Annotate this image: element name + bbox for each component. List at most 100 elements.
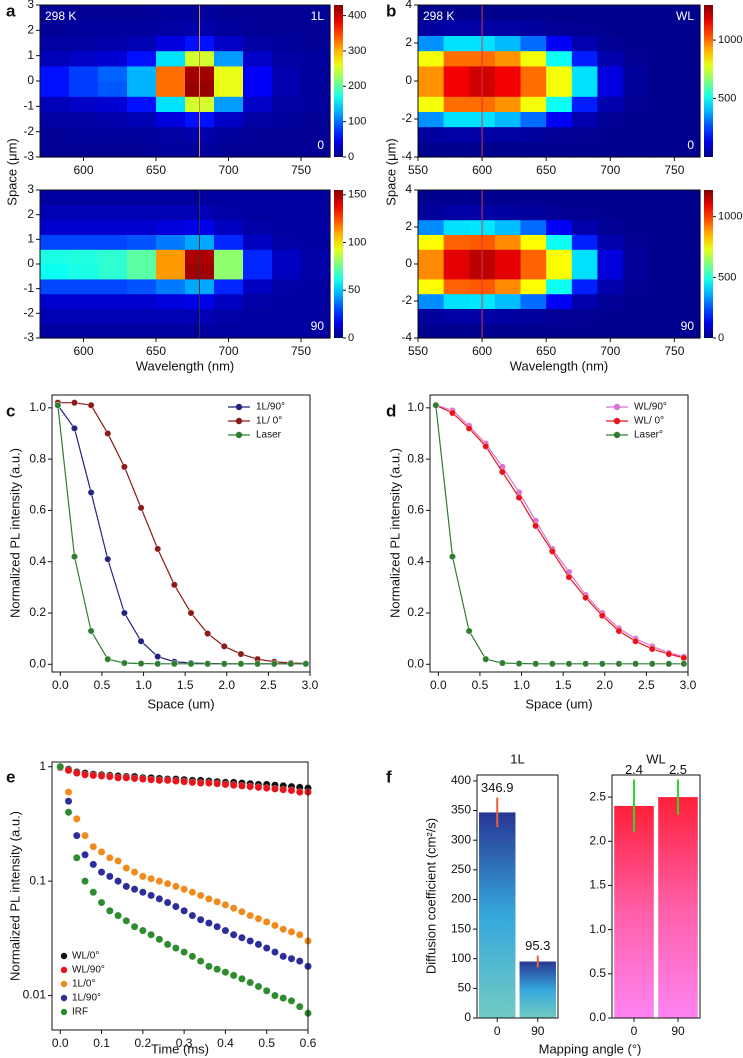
y-tick-label: 0.2 xyxy=(29,605,46,619)
heatmap-cell xyxy=(301,278,331,295)
data-point xyxy=(89,860,98,869)
heatmap-cell xyxy=(597,278,624,295)
data-point xyxy=(565,660,573,668)
data-point xyxy=(81,850,89,859)
data-point xyxy=(106,772,114,781)
heatmap-cell xyxy=(214,293,244,309)
heatmap-cell xyxy=(418,234,445,250)
data-point xyxy=(262,944,271,952)
x-tick-label: 0.2 xyxy=(134,1036,151,1050)
heatmap-cell xyxy=(571,204,599,221)
heatmap-cell xyxy=(272,20,302,36)
data-point xyxy=(254,982,263,991)
heatmap-cell xyxy=(623,219,650,235)
data-point xyxy=(196,957,205,965)
panel: d Normalized PL intensity (a.u.) Space (um… xyxy=(386,394,697,711)
data-point xyxy=(270,660,278,668)
heatmap-cell xyxy=(301,35,331,52)
heatmap-cell xyxy=(494,323,522,339)
heatmap-cell xyxy=(272,141,302,158)
y-tick-label: 1.0 xyxy=(589,922,606,936)
heatmap-cell xyxy=(69,278,99,295)
heatmap-cell xyxy=(623,20,650,36)
data-point xyxy=(205,895,213,903)
heatmap-cell xyxy=(272,81,302,97)
heatmap-cell xyxy=(243,204,273,221)
x-axis-label: Mapping angle (°) xyxy=(539,1041,642,1056)
heatmap-cell xyxy=(494,5,522,21)
heatmap-cell xyxy=(546,126,573,143)
heatmap-cell xyxy=(674,323,701,339)
heatmap-cell xyxy=(127,293,157,309)
heatmap-cell xyxy=(674,126,701,143)
heatmap-cell xyxy=(443,204,470,221)
data-point xyxy=(163,776,172,785)
colorbar-tick-label: 400 xyxy=(348,10,366,22)
x-tick-label: 0 xyxy=(631,1024,638,1038)
heatmap-cell xyxy=(214,141,244,158)
data-point xyxy=(196,779,205,787)
y-axis-label: Normalized PL intensity (a.u.) xyxy=(7,448,22,618)
colorbar xyxy=(334,5,343,157)
x-tick-label: 0.4 xyxy=(217,1036,234,1050)
data-point xyxy=(237,650,245,658)
y-tick-label: 50 xyxy=(458,981,472,995)
data-point xyxy=(64,808,73,817)
heatmap-cell xyxy=(597,323,624,339)
heatmap-cell xyxy=(623,190,650,206)
panel-letter: f xyxy=(386,767,392,786)
heatmap-cell xyxy=(69,126,99,143)
data-point xyxy=(72,853,81,862)
heatmap-cell xyxy=(494,50,522,67)
colorbar-tick-label: 0 xyxy=(348,151,354,163)
heatmap-cell xyxy=(69,234,99,250)
heatmap-cell xyxy=(301,204,331,221)
heatmap-cell xyxy=(418,308,445,324)
data-point xyxy=(279,785,288,794)
x-tick-label: 0.6 xyxy=(300,1036,317,1050)
heatmap-cell xyxy=(272,126,302,143)
heatmap-cell xyxy=(571,126,599,143)
heatmap-cell xyxy=(597,190,624,206)
heatmap-cell xyxy=(98,126,128,143)
legend-marker xyxy=(613,403,621,411)
y-tick-label: 0.0 xyxy=(29,656,46,670)
heatmap-cell xyxy=(272,5,302,21)
heatmap-cell xyxy=(674,65,701,82)
y-tick-label: -1 xyxy=(23,99,34,113)
data-point xyxy=(154,653,162,661)
x-tick-label: 3.0 xyxy=(302,678,319,692)
heatmap-cell xyxy=(520,5,547,21)
data-point xyxy=(295,957,304,965)
data-point xyxy=(262,918,271,926)
heatmap-cell xyxy=(648,219,675,235)
data-point xyxy=(279,925,288,934)
heatmap-cell xyxy=(127,249,157,265)
heatmap-cell xyxy=(520,264,547,280)
heatmap-cell xyxy=(418,249,445,265)
heatmap-cell xyxy=(301,234,331,250)
data-point xyxy=(155,895,164,903)
heatmap-cell xyxy=(494,141,522,158)
y-tick-label: -4 xyxy=(401,330,412,344)
heatmap-cell xyxy=(214,81,244,97)
data-point xyxy=(89,842,98,851)
heatmap-cell xyxy=(674,50,701,67)
heatmap-cell xyxy=(301,249,331,265)
heatmap-cell xyxy=(623,50,650,67)
colorbar-tick-label: 50 xyxy=(348,284,360,296)
heatmap-cell xyxy=(494,126,522,143)
data-point xyxy=(254,660,262,668)
heatmap-cell xyxy=(243,219,273,235)
legend-label: WL/90° xyxy=(72,965,105,976)
plot-frame xyxy=(476,774,559,1019)
heatmap-cell xyxy=(272,264,302,280)
heatmap-cell xyxy=(156,264,186,280)
panel-letter: d xyxy=(386,401,396,420)
data-point xyxy=(163,879,172,888)
x-tick-label: 1.0 xyxy=(135,678,152,692)
panel-letter: e xyxy=(6,767,15,786)
heatmap-cell xyxy=(597,20,624,36)
heatmap-cell xyxy=(648,323,675,339)
heatmap-cell xyxy=(214,190,244,206)
